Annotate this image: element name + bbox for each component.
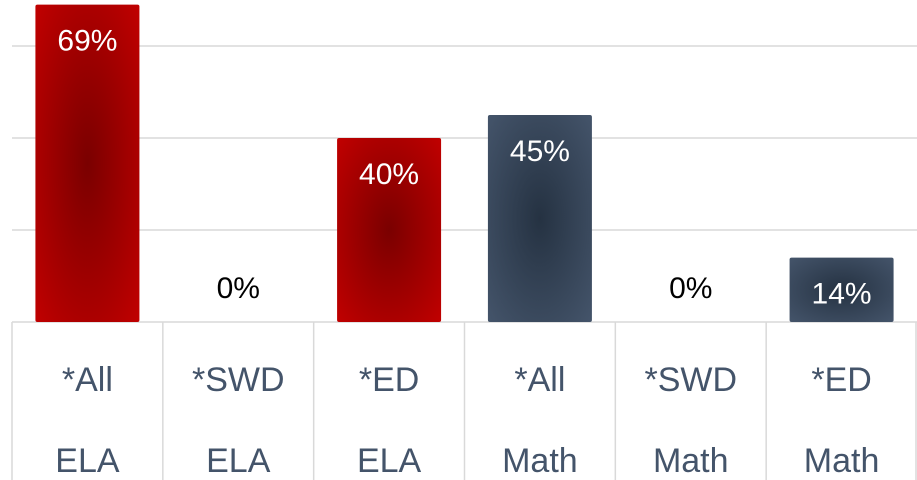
x-tick-label-line: *SWD bbox=[644, 361, 737, 399]
x-tick-label-line: ELA bbox=[357, 442, 422, 480]
x-tick-label: *All ELA bbox=[55, 361, 120, 480]
bar bbox=[789, 257, 894, 322]
x-tick-label-line: *SWD bbox=[192, 361, 285, 399]
value-label: 0% bbox=[669, 272, 712, 305]
value-label: 69% bbox=[57, 25, 117, 58]
value-label: 14% bbox=[812, 278, 872, 311]
x-tick-label-line: ELA bbox=[55, 442, 120, 480]
x-tick-label-line: Math bbox=[804, 442, 880, 480]
x-tick-label: *ED ELA bbox=[357, 361, 422, 480]
value-label: 0% bbox=[217, 272, 260, 305]
x-tick-label: *SWD ELA bbox=[192, 361, 285, 480]
x-tick-label-line: ELA bbox=[206, 442, 271, 480]
x-tick-label-line: Math bbox=[502, 442, 578, 480]
x-tick-label-line: *All bbox=[514, 361, 565, 399]
x-tick-label-line: *All bbox=[62, 361, 113, 399]
x-tick-label-line: *ED bbox=[359, 361, 419, 399]
x-tick-label-line: *ED bbox=[811, 361, 871, 399]
x-tick-label: *All Math bbox=[502, 361, 578, 480]
x-tick-label: *SWD Math bbox=[644, 361, 737, 480]
x-tick-label-line: Math bbox=[653, 442, 729, 480]
value-label: 45% bbox=[510, 135, 570, 168]
value-label: 40% bbox=[359, 158, 419, 191]
bar bbox=[487, 115, 592, 322]
bar bbox=[337, 138, 442, 322]
x-tick-label: *ED Math bbox=[804, 361, 880, 480]
bar bbox=[35, 4, 140, 322]
